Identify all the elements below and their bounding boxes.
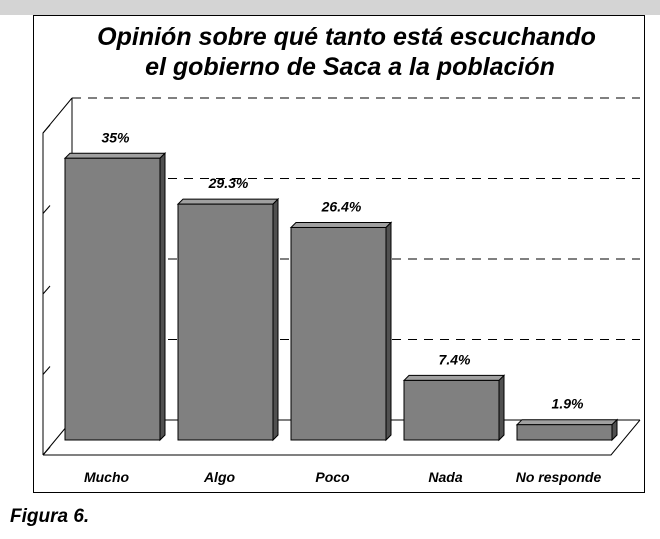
- value-label: 1.9%: [552, 396, 584, 412]
- chart-title-line: Opinión sobre qué tanto está escuchando: [97, 23, 596, 51]
- chart-title-line: el gobierno de Saca a la población: [145, 53, 555, 81]
- value-label: 26.4%: [321, 198, 362, 214]
- x-tick-label: Poco: [315, 469, 350, 485]
- y-tick: [42, 205, 51, 214]
- x-tick-label: Mucho: [84, 469, 130, 485]
- bar-top: [402, 374, 506, 381]
- y-tick: [42, 124, 51, 134]
- bar-side: [159, 152, 166, 442]
- x-tick-label: Algo: [203, 469, 236, 485]
- chart-title: Opinión sobre qué tanto está escuchando …: [97, 23, 603, 81]
- y-tick: [42, 285, 51, 295]
- x-tick-label: No responde: [516, 469, 602, 485]
- bar: [290, 226, 387, 441]
- value-label: 35%: [101, 129, 130, 145]
- bar: [177, 203, 274, 441]
- caption: Figura 6.: [10, 506, 89, 527]
- bar-top: [63, 152, 167, 159]
- bar: [64, 157, 161, 441]
- bar-top: [176, 198, 280, 205]
- bar-top: [289, 221, 393, 228]
- bar-side: [498, 374, 505, 442]
- bar-side: [385, 221, 392, 442]
- bar-top: [515, 419, 619, 426]
- bar: [403, 379, 500, 441]
- y-tick: [42, 446, 51, 456]
- top-band: [0, 0, 660, 15]
- x-tick-label: Nada: [428, 469, 462, 485]
- y-tick: [42, 366, 51, 375]
- value-label: 7.4%: [439, 351, 471, 367]
- value-label: 29.3%: [208, 175, 249, 191]
- bar-side: [272, 197, 279, 442]
- bar: [516, 424, 613, 441]
